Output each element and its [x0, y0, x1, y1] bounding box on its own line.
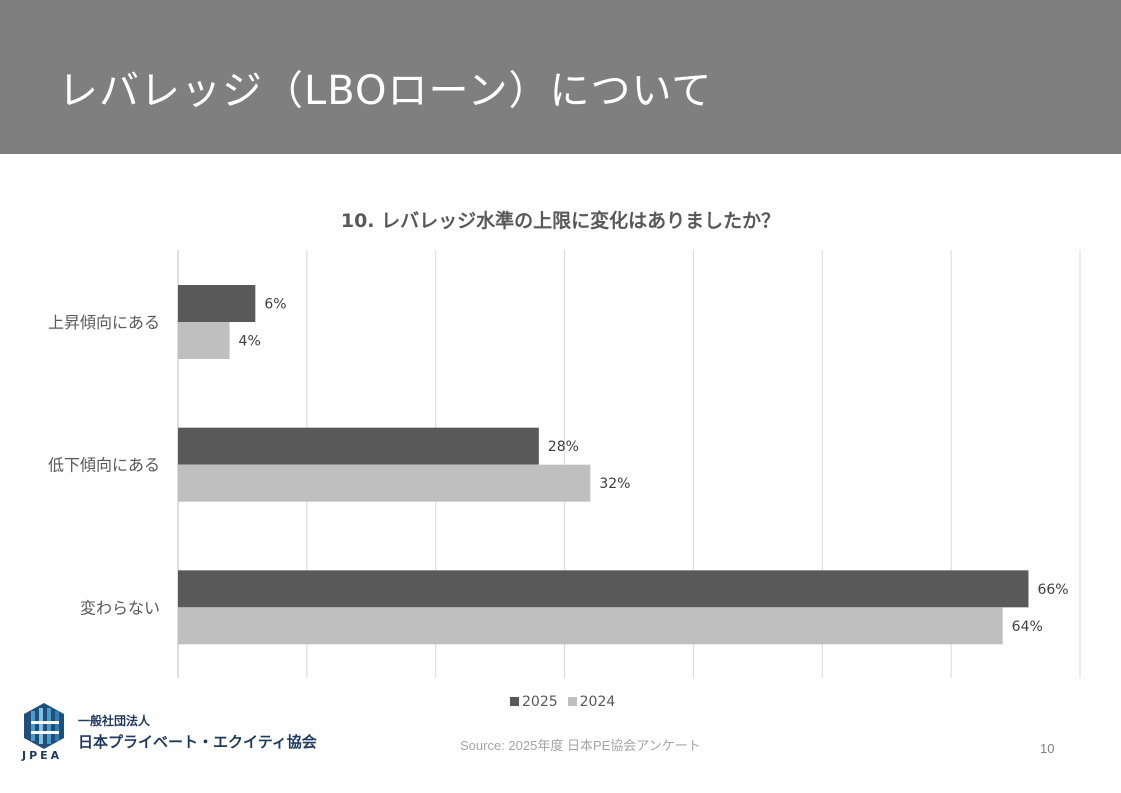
- chart-title: 10. レバレッジ水準の上限に変化はありましたか？: [340, 210, 781, 232]
- legend-item-2025: 2025: [510, 694, 558, 710]
- data-label: 32%: [599, 476, 630, 492]
- slide-header: レバレッジ（LBOローン）について: [0, 0, 1121, 154]
- source-note: Source: 2025年度 日本PE協会アンケート: [460, 738, 701, 753]
- data-label: 4%: [239, 334, 261, 350]
- data-label: 66%: [1037, 582, 1068, 598]
- slide-title: レバレッジ（LBOローン）について: [58, 68, 713, 114]
- data-label: 64%: [1012, 619, 1043, 635]
- bar-2025: [178, 285, 256, 322]
- bar-2025: [178, 427, 539, 465]
- bar-2024: [178, 464, 591, 502]
- data-label: 6%: [264, 297, 286, 313]
- bar-2024: [178, 322, 230, 359]
- data-label: 28%: [548, 439, 579, 455]
- chart-legend: 2025 2024: [510, 694, 615, 710]
- organization-name: 一般社団法人 日本プライベート・エクイティ協会: [78, 714, 317, 751]
- category-label: 変わらない: [80, 598, 160, 617]
- page-number: 10: [1040, 741, 1055, 756]
- logo-text: JPEA: [22, 749, 63, 762]
- jpea-logo-icon: [24, 703, 64, 749]
- legend-item-2024: 2024: [567, 694, 615, 710]
- bar-2024: [178, 607, 1003, 645]
- category-label: 低下傾向にある: [48, 456, 160, 475]
- category-label: 上昇傾向にある: [48, 313, 160, 332]
- bar-2025: [178, 570, 1029, 608]
